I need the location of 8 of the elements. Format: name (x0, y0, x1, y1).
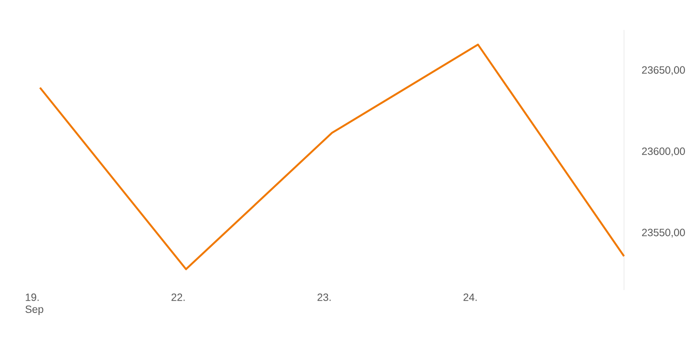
line-series (39, 44, 625, 270)
y-tick-label: 23600,00 (642, 148, 685, 156)
x-tick-label: 22. (172, 294, 185, 301)
y-tick-label: 23550,00 (642, 228, 685, 238)
y-tick-label: 23650,00 (642, 66, 685, 75)
x-tick-label: 23. (318, 294, 331, 301)
x-tick-label: 24. (464, 294, 477, 301)
x-tick-label: 19. Sep (25, 294, 44, 316)
